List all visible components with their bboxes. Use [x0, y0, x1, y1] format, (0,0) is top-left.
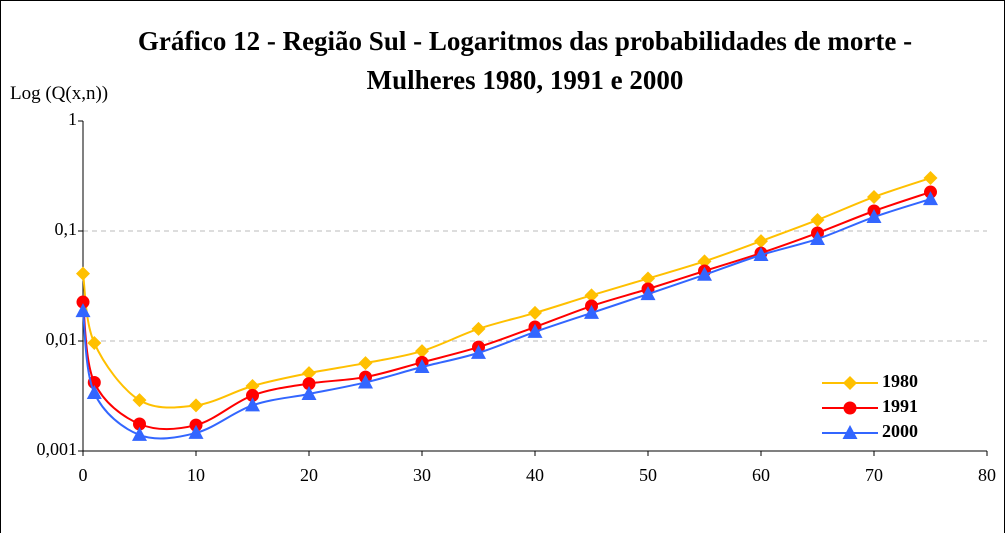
data-point: [471, 344, 486, 359]
x-tick-label: 50: [639, 465, 657, 485]
data-point: [471, 321, 486, 336]
chart-title: Gráfico 12 - Região Sul - Logaritmos das…: [137, 26, 913, 95]
data-point: [188, 424, 204, 439]
data-point: [697, 266, 712, 281]
x-tick-label: 60: [752, 465, 770, 485]
data-point: [697, 254, 712, 269]
x-tick-label: 30: [413, 465, 431, 485]
data-point: [527, 323, 543, 338]
data-point: [302, 366, 316, 381]
x-tick-label: 10: [187, 465, 205, 485]
data-point: [866, 209, 882, 224]
data-point: [753, 247, 769, 262]
data-point: [86, 384, 102, 399]
x-tick-label: 70: [865, 465, 883, 485]
data-point: [76, 295, 90, 309]
y-tick-label: 0,1: [55, 219, 78, 239]
data-point: [584, 304, 599, 319]
legend-label: 2000: [882, 421, 918, 441]
data-point: [810, 212, 825, 227]
data-point: [133, 417, 146, 431]
series-line: [82, 198, 931, 440]
data-point: [302, 377, 316, 391]
legend-marker: [843, 401, 857, 415]
x-tick-label: 0: [79, 465, 88, 485]
data-point: [414, 359, 430, 374]
data-point: [301, 385, 317, 400]
data-point: [641, 271, 655, 286]
y-tick-label: 0,01: [46, 329, 78, 349]
y-tick-label: 0,001: [37, 439, 78, 459]
data-point: [87, 335, 102, 350]
data-point: [245, 378, 260, 393]
data-point: [867, 189, 881, 204]
data-point: [358, 374, 373, 389]
x-tick-label: 20: [300, 465, 318, 485]
x-tick-label: 80: [978, 465, 996, 485]
data-point: [584, 288, 599, 303]
data-point: [75, 303, 91, 318]
y-tick-label: 1: [68, 109, 77, 129]
data-point: [923, 191, 938, 206]
data-point: [415, 344, 429, 359]
data-point: [640, 286, 656, 301]
data-point: [754, 234, 768, 249]
data-point: [528, 305, 542, 320]
y-axis-label: Log (Q(x,n)): [10, 83, 109, 104]
data-point: [132, 393, 147, 408]
data-point: [358, 356, 373, 371]
x-tick-label: 40: [526, 465, 544, 485]
data-point: [810, 230, 825, 245]
data-point: [245, 397, 260, 412]
series-line: [82, 191, 931, 430]
legend-box: [796, 359, 956, 450]
data-point: [923, 171, 938, 186]
legend-label: 1980: [882, 371, 918, 391]
data-point: [76, 266, 90, 281]
data-point: [246, 388, 259, 402]
legend-label: 1991: [882, 396, 918, 416]
legend-marker: [842, 425, 858, 439]
legend-marker: [843, 376, 857, 390]
data-point: [132, 426, 147, 441]
data-point: [189, 398, 203, 413]
